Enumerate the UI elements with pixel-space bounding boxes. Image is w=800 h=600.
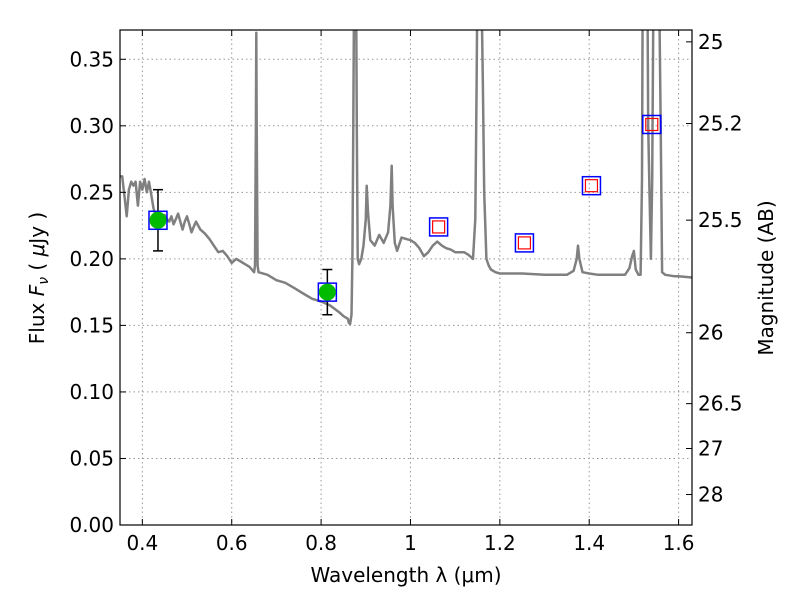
y-tick-label: 0.15 — [69, 313, 114, 337]
upper-box-point — [514, 233, 535, 253]
x-tick-label: 1.6 — [663, 531, 695, 555]
x-tick-label: 0.8 — [305, 531, 337, 555]
detection-marker — [149, 211, 167, 229]
mag-tick-label: 26 — [698, 321, 723, 345]
upper-box-point — [428, 217, 449, 237]
mag-tick-label: 28 — [698, 483, 723, 507]
x-tick-label: 1.4 — [573, 531, 605, 555]
detection-point — [148, 188, 168, 252]
model-band-box — [428, 217, 449, 237]
mag-tick-label: 25.5 — [698, 208, 743, 232]
plot-frame — [119, 29, 693, 526]
y-tick-label: 0.20 — [69, 247, 114, 271]
detection-marker — [318, 283, 336, 301]
model-band-box — [148, 210, 168, 231]
x-tick-label: 1.2 — [484, 531, 516, 555]
y-tick-label: 0.35 — [69, 47, 114, 71]
model-band-box — [581, 175, 602, 196]
model-band-box — [317, 282, 338, 302]
observed-box — [517, 236, 532, 250]
upper-box-point — [642, 114, 662, 135]
detection-point — [317, 268, 338, 316]
observed-box — [645, 117, 659, 132]
model-band-box — [642, 114, 662, 135]
y-tick-label: 0.00 — [69, 513, 114, 537]
axis-ticks: 0.4 0.6 0.8 1 1.2 1.4 1.6 0.00 0.05 0.10 0.15 0.20 0… — [69, 30, 742, 555]
observed-box — [432, 220, 446, 234]
x-tick-label: 0.6 — [216, 531, 248, 555]
right-axis-label: Magnitude (AB) — [754, 200, 778, 355]
y-tick-label: 0.30 — [69, 114, 114, 138]
model-sed-line — [120, 30, 692, 326]
model-spectrum — [120, 30, 692, 326]
y-axis-label: Flux Fν ( μJy ) — [25, 212, 52, 344]
photometry-points — [148, 114, 662, 316]
observed-box — [584, 179, 599, 193]
mag-tick-label: 27 — [698, 436, 723, 460]
upper-box-point — [581, 175, 602, 196]
grid — [120, 30, 692, 525]
mag-tick-label: 25.2 — [698, 112, 743, 136]
x-tick-label: 1 — [404, 531, 417, 555]
model-band-box — [514, 233, 535, 253]
y-tick-label: 0.10 — [69, 380, 114, 404]
x-axis-label: Wavelength λ (μm) — [310, 563, 501, 587]
y-tick-label: 0.05 — [69, 446, 114, 470]
mag-tick-label: 25 — [698, 30, 723, 54]
y-tick-label: 0.25 — [69, 180, 114, 204]
x-tick-label: 0.4 — [126, 531, 158, 555]
mag-tick-label: 26.5 — [698, 392, 743, 416]
